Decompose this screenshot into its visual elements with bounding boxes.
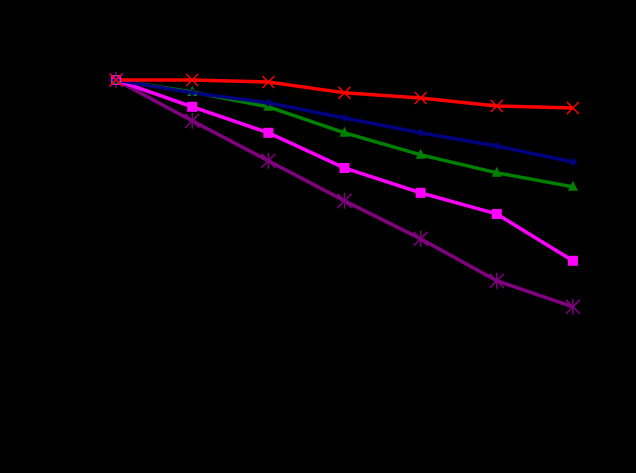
marker (415, 148, 426, 159)
marker (414, 91, 428, 105)
marker (413, 230, 429, 247)
marker (339, 126, 350, 137)
marker (489, 272, 505, 289)
marker (566, 101, 580, 115)
marker (340, 114, 349, 122)
marker (568, 158, 577, 166)
marker (264, 98, 273, 107)
marker (260, 152, 276, 169)
marker (416, 128, 425, 137)
marker (490, 99, 504, 113)
marker (567, 180, 578, 191)
marker (188, 88, 197, 97)
marker (491, 166, 502, 177)
marker (492, 142, 501, 150)
marker (491, 209, 502, 219)
marker (337, 86, 352, 100)
marker (336, 192, 353, 209)
marker (261, 75, 275, 89)
marker (567, 255, 578, 266)
marker (339, 163, 350, 173)
marker (415, 187, 426, 198)
marker (187, 101, 198, 112)
marker (565, 298, 581, 315)
marker (109, 73, 123, 87)
marker (185, 73, 199, 87)
marker (184, 112, 200, 129)
marker (263, 127, 274, 138)
